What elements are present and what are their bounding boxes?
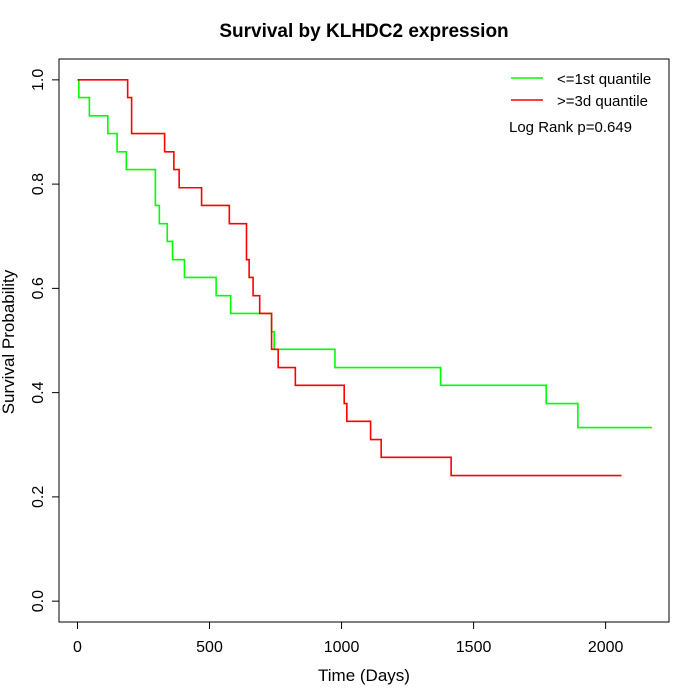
- x-axis-label: Time (Days): [318, 666, 410, 685]
- logrank-annotation: Log Rank p=0.649: [509, 119, 632, 136]
- plot-frame: [58, 58, 670, 623]
- y-tick-label: 0.0: [30, 590, 47, 612]
- legend: <=1st quantile >=3d quantile: [511, 71, 651, 110]
- legend-label-high: >=3d quantile: [557, 93, 648, 110]
- x-tick-label: 500: [196, 639, 223, 656]
- y-tick-label: 0.4: [30, 381, 47, 403]
- x-tick-label: 1000: [324, 639, 360, 656]
- x-tick-label: 2000: [588, 639, 624, 656]
- survival-curve-low: [77, 79, 652, 429]
- y-axis: 0.0 0.2 0.4 0.6 0.8 1.0: [30, 69, 60, 612]
- y-tick-label: 0.8: [30, 173, 47, 195]
- chart-title: Survival by KLHDC2 expression: [219, 21, 508, 42]
- x-axis: 0 500 1000 1500 2000: [73, 621, 624, 656]
- survival-curve-high: [77, 79, 622, 477]
- y-tick-label: 0.6: [30, 277, 47, 299]
- series-layer: [77, 79, 652, 477]
- x-tick-label: 1500: [456, 639, 492, 656]
- y-axis-label: Survival Probability: [0, 269, 18, 414]
- y-tick-label: 1.0: [30, 69, 47, 91]
- legend-label-low: <=1st quantile: [557, 71, 651, 88]
- y-tick-label: 0.2: [30, 486, 47, 508]
- x-tick-label: 0: [73, 639, 82, 656]
